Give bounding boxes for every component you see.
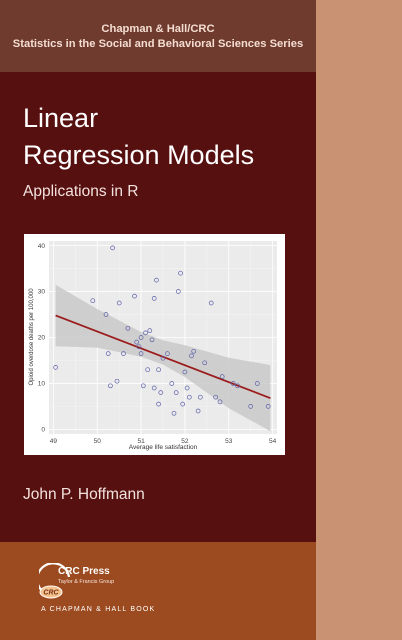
data-point <box>158 390 164 395</box>
series-title: Chapman & Hall/CRC Statistics in the Soc… <box>8 22 308 52</box>
data-point <box>160 355 166 361</box>
x-tick-label: 54 <box>269 438 277 445</box>
title-line-2: Regression Models <box>23 140 255 170</box>
y-tick-label: 10 <box>38 381 46 388</box>
data-point <box>169 381 175 386</box>
data-point <box>147 328 153 333</box>
data-point <box>230 381 236 386</box>
data-point <box>140 383 146 389</box>
logo-ellipse <box>39 585 63 599</box>
data-point <box>235 383 240 389</box>
data-point <box>149 337 155 343</box>
data-point <box>138 351 144 356</box>
data-point <box>178 270 183 276</box>
y-tick-label: 0 <box>41 427 45 434</box>
data-point <box>202 360 208 366</box>
y-tick-label: 20 <box>38 335 46 342</box>
crc-press-logo: CRC <box>39 563 71 599</box>
scatter-chart: 49 50 51 52 53 54 0 10 20 30 40 Average life sati… <box>24 234 285 455</box>
x-tick-label: 51 <box>137 438 145 445</box>
data-point <box>217 399 223 405</box>
data-point <box>186 394 192 400</box>
y-tick-label: 30 <box>38 289 46 296</box>
data-point <box>171 410 177 416</box>
data-point <box>114 378 120 384</box>
data-point <box>173 390 179 395</box>
book-title: Linear Regression Models <box>23 100 254 174</box>
data-point <box>90 298 96 304</box>
series-band: Chapman & Hall/CRC Statistics in the Soc… <box>0 0 316 72</box>
data-point <box>182 369 188 375</box>
data-point <box>208 300 214 306</box>
data-point <box>197 394 203 400</box>
data-point <box>105 351 111 356</box>
data-point <box>134 339 140 345</box>
data-point <box>151 385 157 391</box>
publisher-tagline: Taylor & Francis Group <box>58 579 115 585</box>
logo-text: CRC <box>43 590 59 597</box>
title-line-1: Linear <box>23 103 99 133</box>
data-point <box>156 367 161 373</box>
data-point <box>143 330 148 336</box>
x-tick-label: 50 <box>94 438 102 445</box>
data-point <box>219 374 225 379</box>
cover-scatter-plot: 49 50 51 52 53 54 0 10 20 30 40 Average life sati… <box>24 234 285 455</box>
data-point <box>191 348 197 354</box>
data-point <box>103 312 109 317</box>
publisher-name: CRC Press <box>58 566 110 577</box>
data-point <box>125 325 131 331</box>
data-point <box>108 383 113 389</box>
book-subtitle: Applications in R <box>23 183 139 200</box>
data-point <box>138 335 144 340</box>
front-cover: Chapman & Hall/CRC Statistics in the Soc… <box>0 0 316 640</box>
data-point <box>136 344 142 350</box>
data-points <box>53 245 271 416</box>
x-tick-labels: 49 50 51 52 53 54 <box>50 438 277 445</box>
data-point <box>156 401 161 407</box>
data-point <box>213 394 218 400</box>
data-point <box>121 351 126 356</box>
data-point <box>265 404 271 409</box>
data-point <box>254 381 260 386</box>
x-tick-label: 53 <box>225 438 233 445</box>
data-point <box>180 401 186 407</box>
data-point <box>116 300 122 306</box>
publisher-imprint: A CHAPMAN & HALL BOOK <box>41 606 156 613</box>
x-tick-label: 52 <box>181 438 189 445</box>
confidence-band <box>55 284 271 432</box>
series-line-1: Chapman & Hall/CRC <box>101 23 215 35</box>
data-point <box>195 408 201 414</box>
cover-spine <box>316 0 402 640</box>
regression-line <box>55 314 271 399</box>
data-point <box>145 367 151 373</box>
data-point <box>53 365 58 370</box>
data-point <box>151 296 157 301</box>
book-author: John P. Hoffmann <box>23 486 145 503</box>
series-line-2: Statistics in the Social and Behavioral … <box>12 38 304 50</box>
data-point <box>175 289 181 294</box>
y-axis-label: Opioid overdose deaths per 100,000 <box>29 288 35 386</box>
data-point <box>248 404 254 409</box>
y-tick-labels: 0 10 20 30 40 <box>38 243 46 434</box>
data-point <box>110 245 115 251</box>
data-point <box>189 353 194 359</box>
data-point <box>184 385 190 391</box>
data-point <box>132 293 137 299</box>
x-axis-label: Average life satisfaction <box>129 444 198 451</box>
data-point <box>154 277 159 283</box>
x-tick-label: 49 <box>50 438 58 445</box>
logo-arc-icon <box>39 563 71 594</box>
y-tick-label: 40 <box>38 243 46 250</box>
data-point <box>165 351 170 356</box>
